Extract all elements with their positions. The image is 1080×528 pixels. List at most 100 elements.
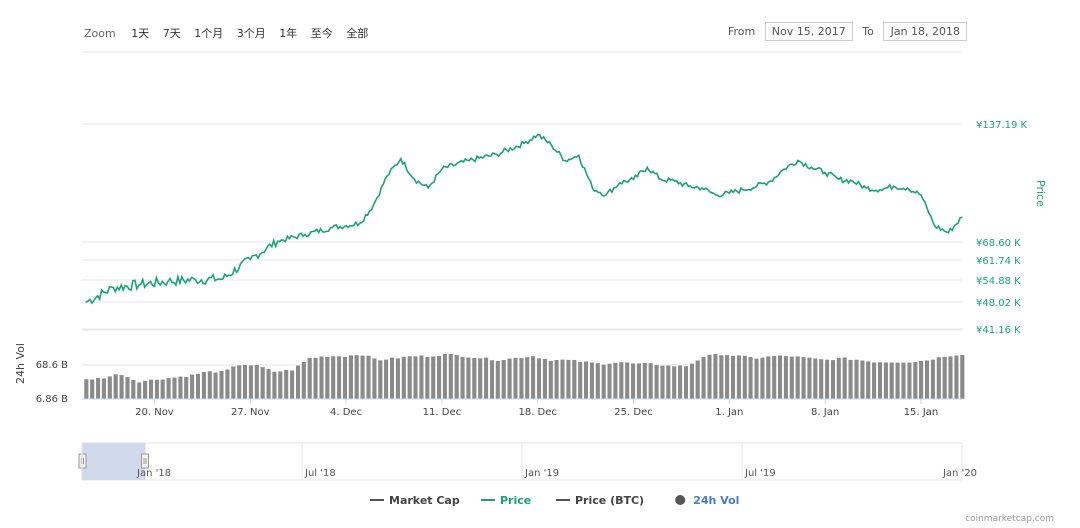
price-point — [249, 258, 251, 260]
volume-bar — [501, 359, 507, 400]
navigator-tick-label: Jan '19 — [524, 468, 559, 479]
volume-bar — [936, 356, 942, 400]
volume-bar — [354, 354, 360, 400]
volume-bar — [595, 362, 601, 400]
volume-bar — [801, 356, 807, 400]
volume-bar — [89, 379, 95, 400]
from-date-input[interactable]: Nov 15, 2017 — [764, 22, 853, 41]
volume-bar — [953, 355, 959, 400]
navigator-right-handle[interactable] — [140, 453, 149, 469]
volume-bar — [412, 355, 419, 400]
volume-bar — [148, 379, 154, 400]
volume-bar — [712, 353, 718, 400]
volume-bar — [260, 366, 266, 400]
volume-bar — [671, 365, 677, 400]
volume-y-tick-label: 68.6 B — [36, 360, 68, 371]
volume-bar — [618, 361, 624, 400]
navigator[interactable]: Jan '18 Jul '18 Jan '19 Jul '19 Jan '20 — [78, 442, 977, 481]
volume-bar — [360, 355, 366, 400]
volume-bar — [507, 358, 513, 400]
price-point — [427, 187, 429, 189]
volume-bar — [301, 361, 307, 400]
price-point — [277, 240, 279, 242]
price-point — [605, 194, 607, 196]
volume-bar — [218, 370, 225, 400]
price-point — [372, 204, 375, 206]
volume-bar — [565, 359, 571, 400]
price-point — [591, 187, 594, 189]
zoom-7d-button[interactable]: 7天 — [162, 27, 181, 40]
price-y-tick-label: ¥61.74 K — [976, 256, 1021, 267]
price-point — [304, 233, 306, 236]
volume-bar — [542, 358, 548, 400]
legend-item[interactable]: Market Cap — [370, 494, 460, 507]
zoom-bar: Zoom 1天 7天 1个月 3个月 1年 至今 全部 — [84, 24, 376, 42]
handle-grip — [140, 453, 149, 469]
volume-bar — [836, 357, 842, 400]
volume-bar — [189, 374, 195, 400]
volume-bar — [730, 355, 736, 400]
volume-bar — [659, 365, 666, 400]
volume-bar — [201, 371, 207, 400]
legend-label: Price (BTC) — [575, 494, 644, 507]
x-tick-label: 11. Dec — [423, 407, 461, 418]
navigator-selection[interactable] — [82, 443, 146, 480]
volume-bar — [183, 376, 189, 400]
price-point — [879, 189, 881, 191]
legend-item[interactable]: 24h Vol — [675, 494, 739, 507]
volume-bar — [853, 359, 860, 400]
price-point — [824, 171, 826, 174]
from-label: From — [728, 25, 756, 38]
price-point — [742, 189, 744, 191]
volume-bar — [571, 359, 577, 400]
volume-bar — [154, 379, 160, 400]
volume-bar — [512, 357, 519, 400]
zoom-3m-button[interactable]: 3个月 — [236, 27, 266, 40]
price-y-tick-label: ¥54.88 K — [976, 276, 1021, 287]
x-tick-label: 15. Jan — [904, 407, 939, 418]
volume-bar — [648, 362, 654, 400]
zoom-all-button[interactable]: 全部 — [346, 27, 369, 40]
price-point — [687, 185, 689, 187]
volume-bar — [689, 363, 695, 400]
volume-bar — [371, 357, 377, 400]
legend-label: 24h Vol — [693, 494, 739, 507]
volume-bar — [630, 362, 636, 400]
price-point — [646, 166, 648, 168]
zoom-1y-button[interactable]: 1年 — [279, 27, 298, 40]
volume-bar — [900, 362, 907, 400]
price-point — [523, 142, 525, 144]
price-gridlines — [82, 51, 962, 330]
price-point — [400, 158, 402, 160]
volume-bar — [530, 355, 536, 400]
volume-bar — [612, 362, 618, 400]
zoom-ytd-button[interactable]: 至今 — [310, 27, 333, 40]
volume-bar — [906, 362, 912, 400]
volume-bar — [577, 361, 583, 400]
volume-bar — [307, 357, 313, 400]
price-point — [194, 279, 197, 281]
legend-item[interactable]: Price — [481, 494, 531, 507]
volume-bar — [318, 355, 325, 400]
to-date-input[interactable]: Jan 18, 2018 — [883, 22, 968, 41]
volume-bar — [554, 359, 560, 400]
volume-bar — [824, 359, 830, 400]
volume-y-axis-label: 24h Vol — [14, 343, 27, 384]
volume-bar — [759, 357, 765, 400]
zoom-1d-button[interactable]: 1天 — [131, 27, 150, 40]
volume-bar — [895, 362, 901, 400]
price-y-tick-label: ¥68.60 K — [976, 238, 1021, 249]
volume-bar — [924, 359, 930, 400]
x-tick-label: 27. Nov — [231, 407, 270, 418]
volume-bar — [789, 356, 795, 400]
price-point — [934, 225, 936, 227]
navigator-tick-label: Jan '20 — [942, 468, 977, 479]
zoom-1m-button[interactable]: 1个月 — [194, 27, 224, 40]
legend-item[interactable]: Price (BTC) — [556, 494, 644, 507]
volume-bar — [277, 370, 283, 400]
volume-bar — [665, 364, 671, 400]
price-point — [892, 185, 895, 187]
volume-bar — [430, 355, 436, 400]
volume-bar — [313, 357, 319, 400]
volume-bar — [748, 356, 754, 400]
